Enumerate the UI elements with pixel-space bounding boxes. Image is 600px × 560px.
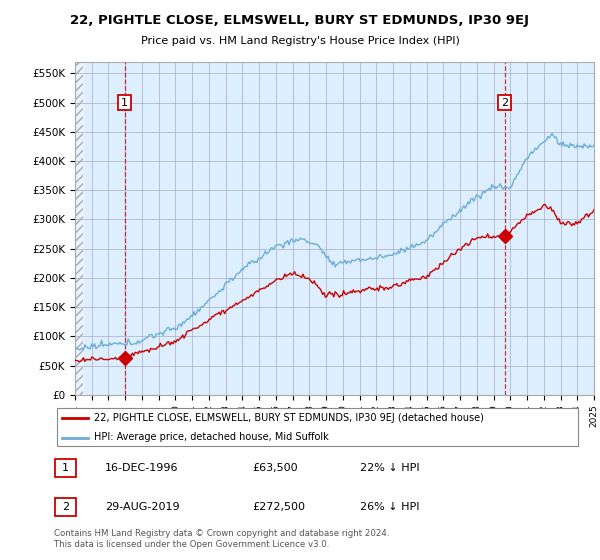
Bar (75, 62, 83, 395)
Text: 22, PIGHTLE CLOSE, ELMSWELL, BURY ST EDMUNDS, IP30 9EJ: 22, PIGHTLE CLOSE, ELMSWELL, BURY ST EDM… (71, 14, 530, 27)
Text: 2: 2 (62, 502, 69, 512)
Text: 1: 1 (62, 463, 69, 473)
Text: Price paid vs. HM Land Registry's House Price Index (HPI): Price paid vs. HM Land Registry's House … (140, 36, 460, 46)
Text: 1: 1 (121, 97, 128, 108)
Bar (75, 62, 83, 395)
FancyBboxPatch shape (55, 459, 76, 477)
Text: 22, PIGHTLE CLOSE, ELMSWELL, BURY ST EDMUNDS, IP30 9EJ (detached house): 22, PIGHTLE CLOSE, ELMSWELL, BURY ST EDM… (94, 413, 484, 423)
FancyBboxPatch shape (56, 408, 578, 446)
Text: 2: 2 (501, 97, 508, 108)
Text: 16-DEC-1996: 16-DEC-1996 (105, 463, 179, 473)
Text: 29-AUG-2019: 29-AUG-2019 (105, 502, 179, 512)
Text: £63,500: £63,500 (252, 463, 298, 473)
Text: 26% ↓ HPI: 26% ↓ HPI (360, 502, 419, 512)
Text: Contains HM Land Registry data © Crown copyright and database right 2024.
This d: Contains HM Land Registry data © Crown c… (54, 529, 389, 549)
Text: £272,500: £272,500 (252, 502, 305, 512)
Text: HPI: Average price, detached house, Mid Suffolk: HPI: Average price, detached house, Mid … (94, 432, 328, 442)
Text: 22% ↓ HPI: 22% ↓ HPI (360, 463, 419, 473)
FancyBboxPatch shape (55, 498, 76, 516)
Bar (75, 62, 83, 395)
